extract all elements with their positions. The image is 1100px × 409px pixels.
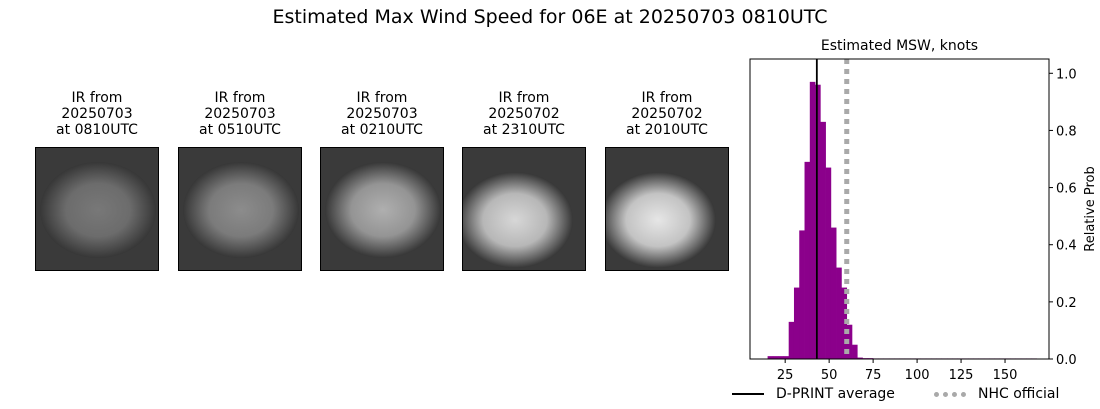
legend-swatch <box>934 391 966 397</box>
x-tick-label: 50 <box>821 368 838 383</box>
x-tick-label: 100 <box>905 368 930 383</box>
histogram-bar <box>804 161 811 359</box>
histogram-bar <box>825 167 832 359</box>
ir-satellite-image <box>462 147 586 271</box>
ir-panel-title: IR from 20250703 at 0210UTC <box>341 90 423 138</box>
ir-satellite-image <box>605 147 729 271</box>
ir-panel-title: IR from 20250703 at 0510UTC <box>199 90 281 138</box>
histogram-bar <box>857 357 863 359</box>
histogram-bar <box>836 267 842 359</box>
x-tick-label: 125 <box>949 368 974 383</box>
histogram-bar <box>830 227 837 359</box>
plot-frame <box>749 58 1050 360</box>
ir-panel-title: IR from 20250703 at 0810UTC <box>56 90 138 138</box>
ir-satellite-image <box>320 147 444 271</box>
legend-label: D-PRINT average <box>776 386 895 402</box>
y-tick-label: 0.6 <box>1056 182 1077 197</box>
histogram-bar <box>772 356 779 359</box>
chart-title: Estimated MSW, knots <box>821 38 978 54</box>
y-tick-label: 1.0 <box>1056 67 1077 82</box>
legend-entry: D-PRINT average <box>732 386 895 402</box>
legend-swatch <box>732 393 764 395</box>
histogram-bar <box>793 287 800 359</box>
ir-panel-title: IR from 20250702 at 2310UTC <box>483 90 565 138</box>
x-tick-label: 150 <box>993 368 1018 383</box>
histogram-bar <box>852 344 858 359</box>
histogram-bar <box>783 356 789 359</box>
legend-entry: NHC official <box>934 386 1059 402</box>
x-tick-label: 25 <box>777 368 794 383</box>
ir-panel-title: IR from 20250702 at 2010UTC <box>626 90 708 138</box>
histogram-bar <box>767 356 774 359</box>
histogram-bar <box>846 324 853 359</box>
y-tick-label: 0.4 <box>1056 239 1077 254</box>
histogram-bar <box>778 356 784 359</box>
histogram-bar <box>815 84 821 359</box>
histogram-bar <box>788 321 795 359</box>
ir-satellite-image <box>35 147 159 271</box>
legend-label: NHC official <box>978 386 1060 402</box>
ir-satellite-image <box>178 147 302 271</box>
y-axis-label: Relative Prob <box>1083 166 1098 251</box>
y-tick-label: 0.8 <box>1056 124 1077 139</box>
histogram-bar <box>809 81 816 359</box>
x-tick-label: 75 <box>865 368 882 383</box>
y-tick-label: 0.2 <box>1056 296 1077 311</box>
y-tick-label: 0.0 <box>1056 353 1077 368</box>
figure-title: Estimated Max Wind Speed for 06E at 2025… <box>272 6 828 28</box>
histogram-bar <box>820 121 826 359</box>
histogram-bar <box>799 230 805 359</box>
